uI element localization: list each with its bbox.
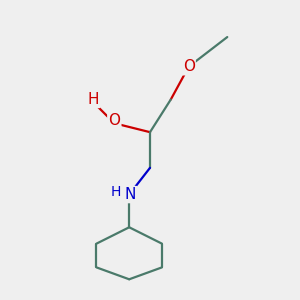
Text: O: O xyxy=(108,113,120,128)
Text: H: H xyxy=(111,184,121,199)
Text: H: H xyxy=(88,92,99,107)
Text: O: O xyxy=(183,59,195,74)
Text: N: N xyxy=(125,187,136,202)
